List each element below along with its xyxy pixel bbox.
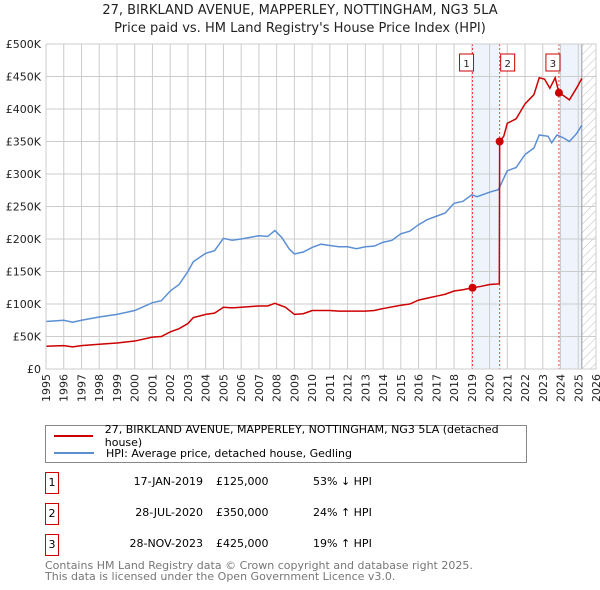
x-tick-label: 2004 [200,374,213,402]
sale-marker-badge [500,53,516,72]
sale-hpi-diff: 53% ↓ HPI [313,475,372,488]
sale-price: £425,000 [216,537,269,550]
hpi-line [45,124,583,323]
sale-price: £350,000 [216,506,269,519]
x-tick-label: 2017 [430,374,443,402]
y-tick-label: £250K [6,201,42,214]
x-tick-label: 2026 [590,374,600,402]
legend-label: 27, BIRKLAND AVENUE, MAPPERLEY, NOTTINGH… [104,423,499,449]
y-tick-label: £100K [6,298,42,311]
x-tick-label: 2022 [519,374,532,402]
x-tick-label: 2023 [537,374,550,402]
x-tick-label: 1996 [58,374,71,402]
sale-marker-number: 2 [504,59,510,70]
price-paid-line [45,75,583,348]
price-chart: 1995 1996 1997 1998 1999 2000 2001 2002 2003 2004… [6,38,600,402]
sale-price: £125,000 [216,475,269,488]
x-tick-label: 2009 [288,374,301,402]
x-tick-label: 2005 [217,374,230,402]
legend-item-hpi: HPI: Average price, detached house, Gedl… [54,445,352,461]
x-tick-label: 1998 [93,374,106,402]
sale-row: 2 28-JUL-2020 £350,000 24% ↑ HPI [45,503,445,525]
sale-marker-badge [545,53,561,72]
legend-swatch-red [54,435,93,437]
sale-hpi-diff: 19% ↑ HPI [313,537,372,550]
legend: 27, BIRKLAND AVENUE, MAPPERLEY, NOTTINGH… [45,423,527,463]
sale-marker-badge [459,53,475,72]
sale-point [554,88,563,97]
sale-row: 1 17-JAN-2019 £125,000 53% ↓ HPI [45,472,445,494]
x-tick-label: 2003 [182,374,195,402]
x-tick-label: 2000 [129,374,142,402]
legend-item-property: 27, BIRKLAND AVENUE, MAPPERLEY, NOTTINGH… [54,423,526,449]
x-tick-label: 2018 [448,374,461,402]
chart-title: 27, BIRKLAND AVENUE, MAPPERLEY, NOTTINGH… [102,3,498,18]
chart-subtitle: Price paid vs. HM Land Registry's House … [114,21,486,36]
x-tick-label: 2024 [555,374,568,402]
x-tick-label: 2001 [146,374,159,402]
footer-line-1: Contains HM Land Registry data © Crown c… [45,559,473,572]
sale-badge: 2 [45,503,59,525]
x-tick-label: 2002 [164,374,177,402]
y-tick-label: £300K [6,168,42,181]
x-tick-label: 2015 [395,374,408,402]
x-tick-label: 2011 [324,374,337,402]
x-tick-label: 2013 [359,374,372,402]
x-tick-label: 2019 [466,374,479,402]
x-tick-label: 1997 [75,374,88,402]
x-tick-label: 2007 [253,374,266,402]
x-tick-label: 2008 [271,374,284,402]
sale-date: 28-NOV-2023 [129,537,203,550]
y-tick-label: £450K [6,71,42,84]
x-tick-label: 2016 [413,374,426,402]
sale-date: 28-JUL-2020 [135,506,203,519]
sale-point [468,283,477,292]
x-tick-label: 2020 [484,374,497,402]
x-tick-label: 2021 [501,374,514,402]
sale-point [495,137,504,146]
sale-marker-number: 1 [463,59,469,70]
legend-label: HPI: Average price, detached house, Gedl… [106,446,352,460]
x-tick-label: 2014 [377,374,390,402]
sale-marker-number: 3 [550,59,556,70]
sale-row: 3 28-NOV-2023 £425,000 19% ↑ HPI [45,534,445,556]
y-tick-label: £150K [6,266,42,279]
y-tick-label: £350K [6,136,42,149]
y-tick-label: £200K [6,233,42,246]
sale-hpi-diff: 24% ↑ HPI [313,506,372,519]
y-tick-label: £400K [6,103,42,116]
x-tick-label: 2006 [235,374,248,402]
y-tick-label: £0 [27,363,41,376]
sale-badge: 3 [45,534,59,556]
y-tick-label: £50K [13,331,42,344]
x-tick-label: 1999 [111,374,124,402]
legend-swatch-blue [54,452,94,454]
x-tick-label: 2012 [342,374,355,402]
x-tick-label: 2025 [572,374,585,402]
y-tick-label: £500K [6,38,42,51]
plot-frame [45,43,597,370]
footer-line-2: This data is licensed under the Open Gov… [45,570,396,583]
sale-date: 17-JAN-2019 [133,475,203,488]
x-tick-label: 2010 [306,374,319,402]
x-tick-label: 1995 [40,374,53,402]
sale-badge: 1 [45,472,59,494]
